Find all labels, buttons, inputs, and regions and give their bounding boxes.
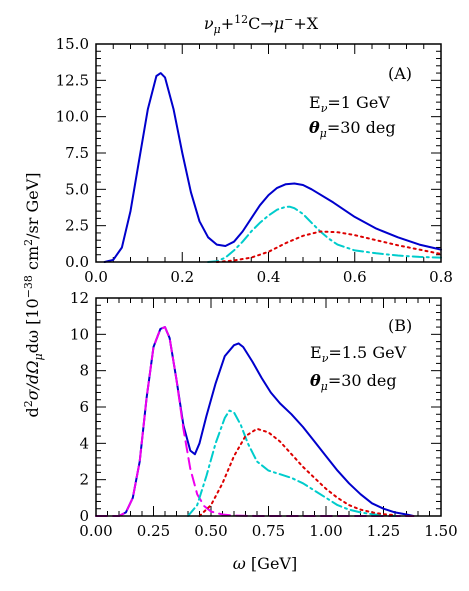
y-tick-label-b-0: 0 bbox=[79, 507, 89, 525]
y-tick-label-b-6: 12 bbox=[70, 289, 89, 307]
panel-b-frame bbox=[95, 297, 442, 517]
x-tick-label-b-6: 1.50 bbox=[424, 522, 457, 540]
x-tick-label-a-2: 0.4 bbox=[257, 268, 281, 286]
x-tick-label-b-0: 0.00 bbox=[79, 522, 112, 540]
panel-a-frame bbox=[95, 43, 442, 263]
series-line-b-dotted bbox=[198, 427, 396, 517]
x-tick-label-b-2: 0.50 bbox=[194, 522, 227, 540]
y-tick-label-a-2: 5.0 bbox=[65, 180, 89, 198]
panel-a-label: (A) bbox=[388, 64, 412, 83]
series-line-a-dotted bbox=[215, 230, 442, 263]
panel-b-energy: Eν=1.5 GeV bbox=[310, 343, 407, 365]
x-tick-label-a-1: 0.2 bbox=[170, 268, 194, 286]
y-tick-label-b-4: 8 bbox=[79, 362, 89, 380]
x-tick-label-a-0: 0.0 bbox=[84, 268, 108, 286]
x-tick-label-b-3: 0.75 bbox=[252, 522, 285, 540]
panel-a-tick-labels: 0.0 0.2 0.4 0.6 0.8 0.0 2.5 5.0 7.5 10.0 12.5 15.0 bbox=[56, 35, 453, 286]
series-line-a-solid bbox=[103, 72, 442, 263]
x-tick-label-a-3: 0.6 bbox=[343, 268, 367, 286]
panel-a: 0.0 0.2 0.4 0.6 0.80.02.55.07.510.012.515.0 … bbox=[56, 35, 453, 286]
panel-a-angle: θμ=30 deg bbox=[309, 118, 396, 140]
y-tick-label-b-2: 4 bbox=[79, 434, 89, 452]
x-tick-label-b-4: 1.00 bbox=[309, 522, 342, 540]
y-tick-label-a-3: 7.5 bbox=[65, 144, 89, 162]
y-tick-label-a-4: 10.0 bbox=[56, 108, 89, 126]
panel-b-label: (B) bbox=[388, 316, 412, 335]
chart-title: νμ+12C→μ−+X bbox=[204, 13, 319, 36]
y-tick-label-b-3: 6 bbox=[79, 398, 89, 416]
y-tick-label-a-5: 12.5 bbox=[56, 71, 89, 89]
series-line-a-dashdot bbox=[207, 205, 442, 263]
x-tick-label-a-4: 0.8 bbox=[429, 268, 453, 286]
panel-a-energy: Eν=1 GeV bbox=[309, 93, 390, 115]
x-axis-label: ω [GeV] bbox=[233, 554, 297, 573]
y-tick-label-a-0: 0.0 bbox=[65, 253, 89, 271]
x-tick-label-b-5: 1.25 bbox=[367, 522, 400, 540]
panel-b-tick-labels: 0.00 0.25 0.50 0.75 1.00 1.25 1.50 0 2 4 6 8 10 12 bbox=[70, 289, 458, 540]
panel-b-angle: θμ=30 deg bbox=[310, 371, 397, 393]
y-axis-label: d2σ/dΩμdω [10−38 cm2/sr GeV] bbox=[22, 172, 45, 417]
panel-a-curves bbox=[103, 72, 442, 263]
x-tick-label-b-1: 0.25 bbox=[137, 522, 170, 540]
y-tick-label-a-6: 15.0 bbox=[56, 35, 89, 53]
series-line-b-dashdot bbox=[187, 409, 396, 517]
y-tick-label-a-1: 2.5 bbox=[65, 217, 89, 235]
panel-b: 0.00 0.25 0.50 0.75 1.00 1.25 1.50 0 2 4 6 8 10 12 (B… bbox=[70, 289, 458, 540]
y-tick-label-b-1: 2 bbox=[79, 471, 89, 489]
y-tick-label-b-5: 10 bbox=[70, 325, 89, 343]
